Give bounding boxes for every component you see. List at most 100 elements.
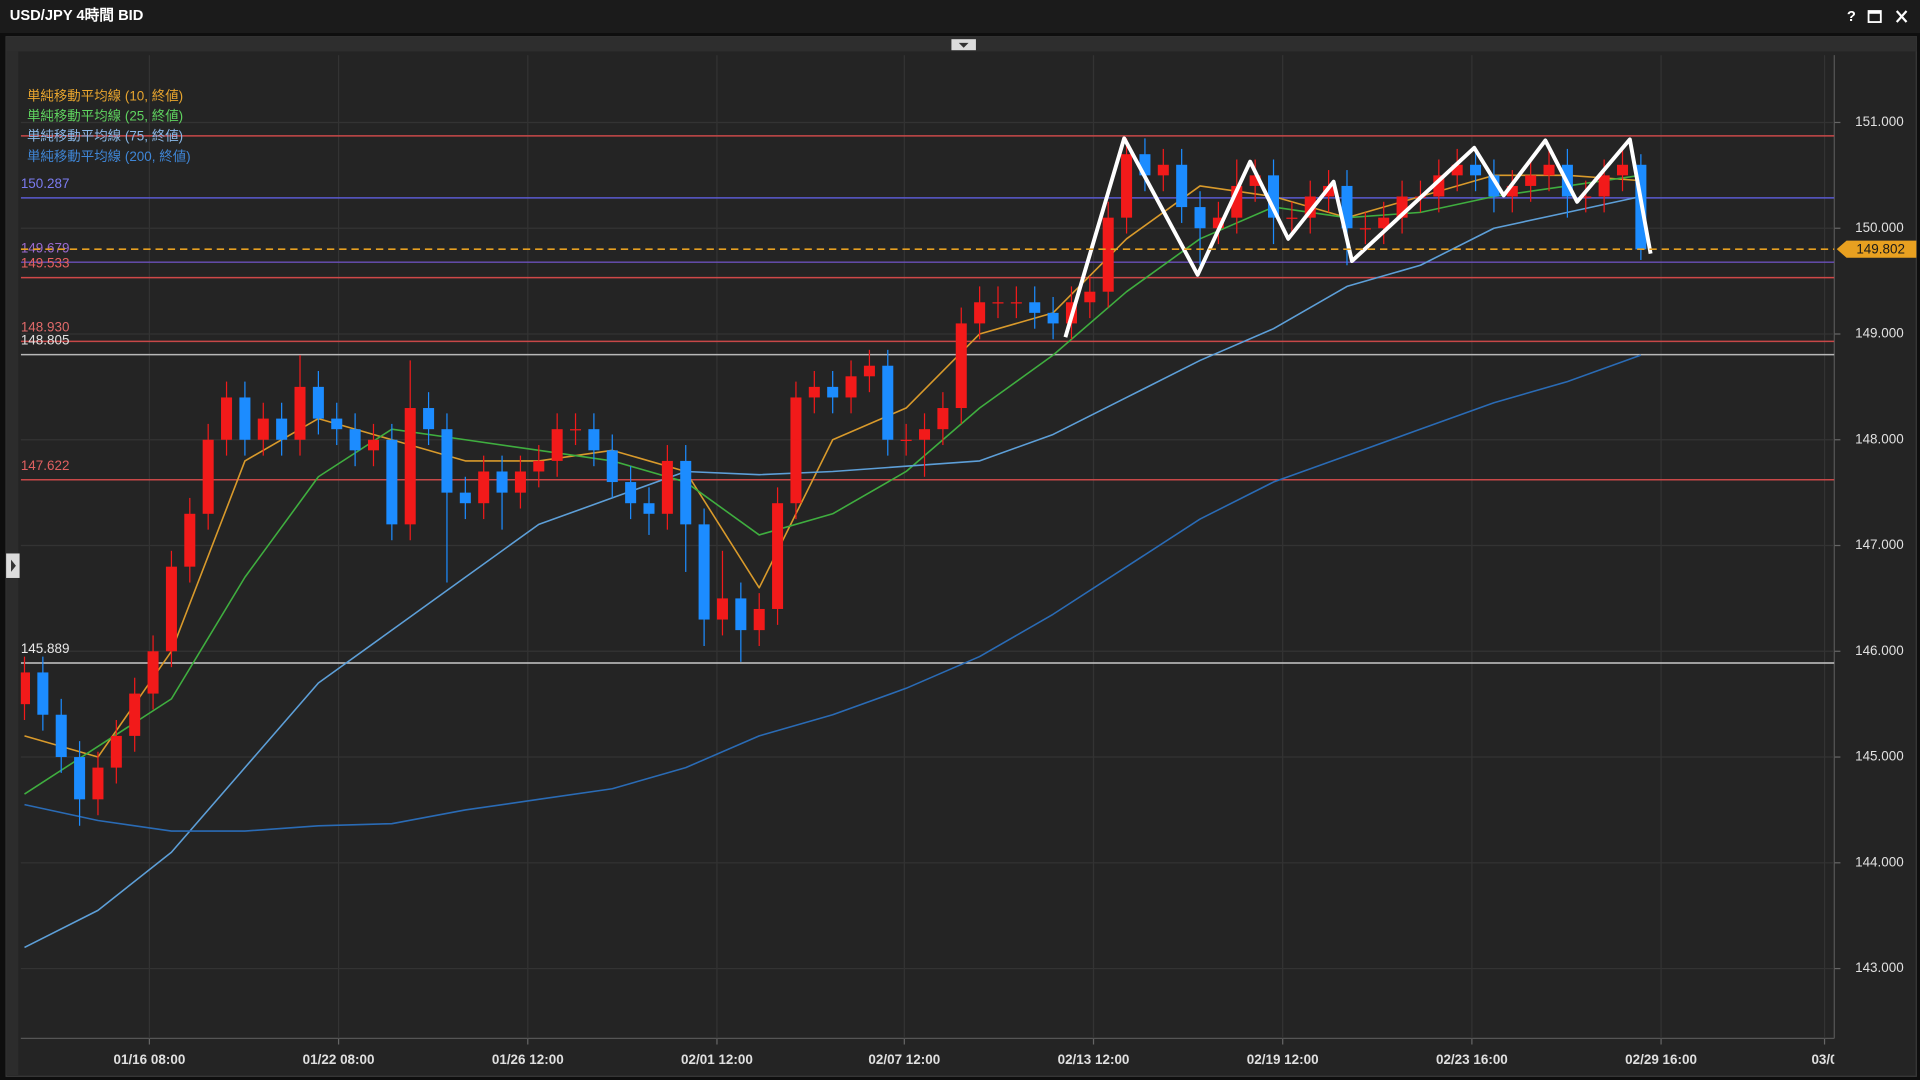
candle-body	[1157, 164, 1169, 176]
candle-body	[1323, 185, 1335, 197]
candle-body	[1580, 196, 1592, 198]
candle-body	[1268, 175, 1280, 218]
candle-body	[1249, 175, 1261, 186]
level-label: 147.622	[21, 458, 70, 473]
candle-body	[423, 408, 435, 430]
x-tick-label: 02/29 16:00	[1625, 1052, 1697, 1067]
candle-body	[808, 386, 820, 398]
candle-body	[1194, 207, 1206, 229]
level-label: 148.930	[21, 319, 70, 334]
window-title: USD/JPY 4時間 BID	[10, 6, 144, 24]
y-tick-label: 146.000	[1855, 643, 1904, 658]
candle-body	[1378, 217, 1390, 229]
y-tick-label: 148.000	[1855, 431, 1904, 446]
candle-body	[606, 450, 618, 483]
moving-average-line	[24, 354, 1642, 832]
x-tick-label: 01/22 08:00	[303, 1052, 375, 1067]
level-label: 148.805	[21, 333, 70, 348]
candle-body	[1047, 312, 1059, 324]
close-button[interactable]	[1895, 10, 1908, 23]
help-button[interactable]: ?	[1847, 9, 1856, 25]
candle-body	[661, 460, 673, 514]
candle-body	[20, 672, 31, 705]
candle-body	[129, 693, 141, 736]
last-price-label: 149.802	[1856, 241, 1905, 256]
candle-body	[1139, 154, 1151, 176]
candle-body	[753, 608, 765, 631]
y-tick-label: 150.000	[1855, 220, 1904, 235]
y-tick-label: 145.000	[1855, 749, 1904, 764]
candle-body	[478, 471, 490, 504]
grid	[20, 55, 1835, 1039]
y-tick-label: 151.000	[1855, 114, 1904, 129]
candle-body	[55, 714, 67, 758]
legend-entry: 単純移動平均線 (75, 終値)	[27, 129, 183, 144]
candle-body	[184, 513, 196, 567]
candle-body	[349, 429, 361, 451]
x-tick-label: 02/01 12:00	[681, 1052, 753, 1067]
candle-body	[863, 365, 875, 377]
candle-body	[1102, 217, 1114, 292]
x-axis: 01/16 08:00 01/22 08:00 01/26 12:00 02/01 1…	[113, 1038, 1837, 1067]
candle-body	[1359, 228, 1371, 230]
candle-body	[367, 439, 379, 451]
y-tick-label: 143.000	[1855, 960, 1904, 975]
level-label: 150.287	[21, 176, 70, 191]
level-label: 149.679	[21, 240, 70, 255]
candle-body	[772, 503, 784, 609]
candle-body	[1231, 185, 1243, 218]
candle-body	[1543, 164, 1555, 176]
candle-body	[1451, 164, 1463, 176]
candle-body	[239, 397, 251, 440]
level-label: 149.533	[21, 256, 70, 271]
candle-body	[110, 735, 122, 768]
candle-body	[551, 429, 563, 461]
legend: 単純移動平均線 (10, 終値) 単純移動平均線 (25, 終値) 単純移動平均線 …	[27, 88, 191, 164]
close-icon	[1895, 10, 1908, 23]
candle-body	[937, 408, 949, 430]
moving-average-line	[24, 174, 1641, 795]
candle-body	[735, 598, 747, 631]
toolbar-toggle-arrow	[958, 42, 969, 48]
candle-body	[1488, 175, 1500, 197]
y-tick-label: 144.000	[1855, 854, 1904, 869]
candle-body	[404, 408, 416, 525]
maximize-button[interactable]	[1867, 10, 1882, 23]
x-tick-label: 03/0	[1811, 1052, 1837, 1067]
candle-body	[1433, 175, 1445, 197]
candle-body	[221, 397, 233, 440]
candle-body	[1598, 175, 1610, 197]
candle-body	[312, 386, 324, 419]
annotation-line	[1063, 136, 1653, 338]
legend-entry: 単純移動平均線 (200, 終値)	[27, 149, 191, 164]
candle-body	[1029, 302, 1041, 313]
candle-body	[643, 503, 655, 514]
candle-body	[92, 767, 104, 800]
side-toggle-arrow	[11, 559, 16, 572]
candle-body	[680, 460, 692, 525]
candle-body	[441, 429, 453, 493]
plot-area	[20, 55, 1835, 1039]
candle-body	[1286, 217, 1298, 219]
x-tick-label: 02/23 16:00	[1436, 1052, 1508, 1067]
candle-body	[900, 439, 912, 441]
candle-body	[588, 429, 600, 451]
candle-body	[955, 323, 967, 409]
candle-body	[790, 397, 802, 504]
candle-body	[276, 418, 288, 440]
x-tick-label: 01/26 12:00	[492, 1052, 564, 1067]
candle-body	[845, 376, 857, 398]
candle-body	[882, 365, 894, 440]
candle-body	[202, 439, 214, 514]
y-tick-label: 147.000	[1855, 537, 1904, 552]
candle-body	[1084, 291, 1096, 303]
candle-body	[974, 302, 986, 324]
candle-body	[992, 302, 1004, 304]
candle-body	[698, 524, 710, 620]
legend-entry: 単純移動平均線 (10, 終値)	[27, 88, 183, 103]
x-tick-label: 01/16 08:00	[113, 1052, 185, 1067]
candle-body	[533, 460, 545, 472]
candle-body	[74, 757, 86, 800]
